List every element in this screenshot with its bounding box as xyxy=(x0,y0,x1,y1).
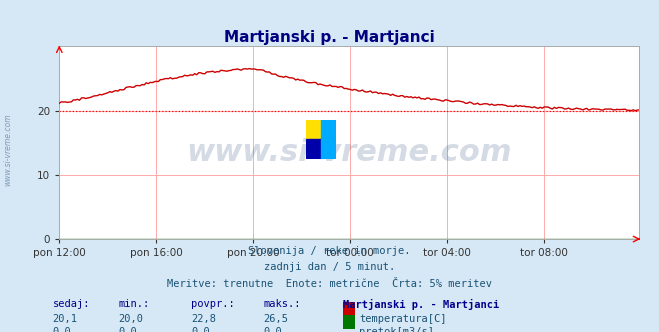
Text: 20,1: 20,1 xyxy=(53,314,78,324)
Text: 0,0: 0,0 xyxy=(191,327,210,332)
Bar xyxy=(306,139,322,159)
Text: min.:: min.: xyxy=(119,299,150,309)
Text: www.si-vreme.com: www.si-vreme.com xyxy=(3,113,13,186)
Text: 20,0: 20,0 xyxy=(119,314,144,324)
Text: Martjanski p. - Martjanci: Martjanski p. - Martjanci xyxy=(343,299,499,310)
Text: www.si-vreme.com: www.si-vreme.com xyxy=(186,138,512,167)
Text: Martjanski p. - Martjanci: Martjanski p. - Martjanci xyxy=(224,30,435,45)
Text: maks.:: maks.: xyxy=(264,299,301,309)
Text: 26,5: 26,5 xyxy=(264,314,289,324)
Text: 0,0: 0,0 xyxy=(264,327,282,332)
Bar xyxy=(306,120,322,139)
Text: pretok[m3/s]: pretok[m3/s] xyxy=(359,327,434,332)
Text: 22,8: 22,8 xyxy=(191,314,216,324)
Text: zadnji dan / 5 minut.: zadnji dan / 5 minut. xyxy=(264,262,395,272)
Text: 0,0: 0,0 xyxy=(119,327,137,332)
Text: Meritve: trenutne  Enote: metrične  Črta: 5% meritev: Meritve: trenutne Enote: metrične Črta: … xyxy=(167,279,492,289)
Text: temperatura[C]: temperatura[C] xyxy=(359,314,447,324)
Text: sedaj:: sedaj: xyxy=(53,299,90,309)
Text: povpr.:: povpr.: xyxy=(191,299,235,309)
Text: Slovenija / reke in morje.: Slovenija / reke in morje. xyxy=(248,246,411,256)
Text: 0,0: 0,0 xyxy=(53,327,71,332)
Bar xyxy=(322,139,336,159)
Bar xyxy=(322,120,336,139)
